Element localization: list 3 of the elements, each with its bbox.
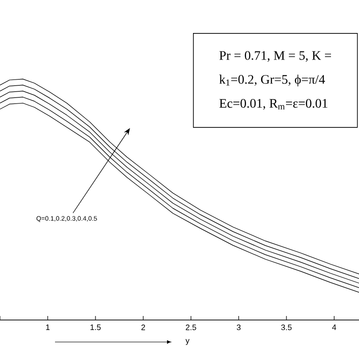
annotation: k$_{1}$=0.2, Gr=5, ϕ=π/4: [219, 74, 325, 86]
text: Pr = 0.71, M = 5, K =: [219, 51, 331, 62]
annotation: Ec=0.01, R$_{m}$=ε=0.01: [219, 99, 328, 110]
